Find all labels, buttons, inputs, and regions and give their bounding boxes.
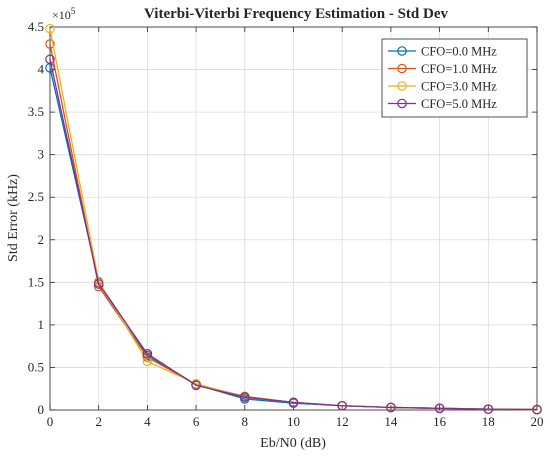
legend-marker-1 <box>397 63 407 74</box>
legend-label-1: CFO=1.0 MHz <box>421 62 497 76</box>
legend-marker-2 <box>397 81 407 91</box>
series-3-point-1 <box>93 279 104 289</box>
series-3-point-2 <box>142 349 153 359</box>
y-exponent-power: 5 <box>71 6 76 16</box>
legend-label-0: CFO=0.0 MHz <box>421 45 497 59</box>
plot-area: 0 2 4 6 8 10 12 14 16 18 20 0 0.5 1 1.5 2 2.5 3 3.5 4 4.5 CFO… <box>28 19 544 429</box>
series-3-point-10 <box>532 404 542 415</box>
series-line-3 <box>49 59 538 411</box>
x-tick-label-4: 8 <box>242 414 249 429</box>
x-tick-label-8: 16 <box>433 414 447 429</box>
series-2-point-0 <box>45 23 55 34</box>
y-axis-label: Std Error (kHz) <box>6 174 21 262</box>
y-tick-label-6: 3 <box>38 147 45 162</box>
y-tick-label-3: 1.5 <box>28 274 44 289</box>
x-tick-label-0: 0 <box>47 414 54 429</box>
legend-marker-0 <box>397 46 407 56</box>
series-3-point-0 <box>45 54 55 65</box>
y-tick-label-8: 4 <box>38 62 45 77</box>
series-3-point-7 <box>386 402 396 413</box>
x-axis-label: Eb/N0 (dB) <box>260 436 326 451</box>
y-tick-label-5: 2.5 <box>28 189 44 204</box>
y-exponent-base: ×10 <box>52 8 71 22</box>
legend-label-2: CFO=3.0 MHz <box>421 80 497 94</box>
series-3-point-5 <box>288 397 299 408</box>
series-3-point-9 <box>483 404 494 414</box>
y-tick-label-0: 0 <box>38 402 45 417</box>
y-tick-label-2: 1 <box>38 317 45 332</box>
chart-title: Viterbi-Viterbi Frequency Estimation - S… <box>144 6 448 22</box>
x-tick-label-6: 12 <box>336 414 349 429</box>
legend-marker-3 <box>397 98 407 109</box>
y-tick-label-9: 4.5 <box>28 19 44 34</box>
x-tick-label-7: 14 <box>384 414 398 429</box>
series-3-point-4 <box>240 392 250 403</box>
x-tick-label-9: 18 <box>482 414 495 429</box>
legend-label-3: CFO=5.0 MHz <box>421 97 497 111</box>
x-tick-label-1: 2 <box>95 414 102 429</box>
y-tick-label-4: 2 <box>38 232 45 247</box>
y-tick-label-1: 0.5 <box>28 359 44 374</box>
x-tick-label-5: 10 <box>287 414 300 429</box>
series-3-point-8 <box>434 403 445 414</box>
series-2-point-1 <box>93 276 104 287</box>
y-tick-label-7: 3.5 <box>28 104 44 119</box>
series-2-point-2 <box>142 356 153 367</box>
x-tick-label-3: 6 <box>193 414 200 429</box>
x-tick-label-2: 4 <box>144 414 151 429</box>
series-1-point-0 <box>45 39 55 49</box>
x-tick-label-10: 20 <box>531 414 544 429</box>
series-3-point-6 <box>337 400 347 411</box>
series-3-point-3 <box>191 380 201 391</box>
y-axis-exponent: ×105 <box>52 6 76 22</box>
